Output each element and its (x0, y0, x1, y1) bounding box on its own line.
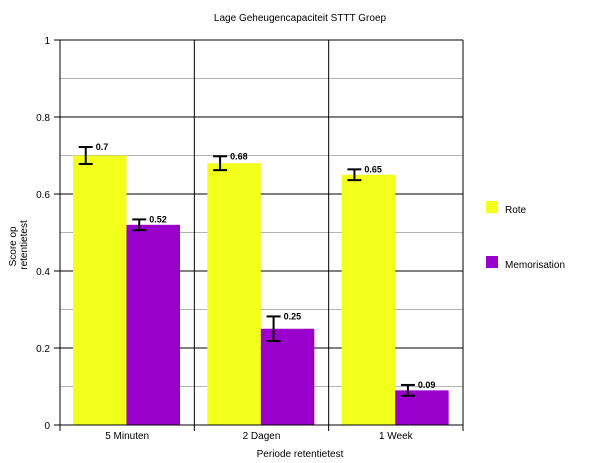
legend-swatch-rote (486, 201, 498, 213)
y-tick-label: 0.2 (36, 344, 50, 355)
y-tick-label: 1 (44, 36, 50, 47)
bar-rote-1 (207, 163, 261, 425)
bar-memorisation-1 (260, 328, 315, 425)
data-label-memorisation-1: 0.25 (284, 311, 302, 321)
legend-swatch-memorisation (486, 256, 498, 268)
error-bar-rote-0 (78, 146, 93, 165)
data-label-rote-2: 0.65 (364, 164, 382, 174)
data-label-memorisation-2: 0.09 (418, 380, 436, 390)
data-label-rote-0: 0.7 (96, 142, 109, 152)
y-tick-label: 0.8 (36, 113, 50, 124)
x-tick-label: 2 Dagen (243, 431, 281, 442)
y-axis-title: Score op retentietest (8, 220, 30, 270)
error-bar-memorisation-0 (132, 218, 147, 232)
data-label-rote-1: 0.68 (230, 151, 248, 161)
chart-title: Lage Geheugencapaciteit STTT Groep (214, 13, 387, 24)
bar-rote-0 (73, 155, 127, 425)
legend: Rote Memorisation (486, 201, 565, 271)
y-axis-title-line-2: retentietest (19, 220, 30, 270)
error-bar-rote-1 (213, 155, 228, 172)
error-bars (78, 146, 415, 397)
x-tick-label: 1 Week (379, 431, 414, 442)
error-bar-memorisation-1 (266, 315, 281, 343)
y-tick-label: 0.4 (36, 267, 50, 278)
y-axis-title-line-1: Score op (8, 226, 19, 266)
bar-rote-2 (341, 174, 396, 425)
y-tick-label: 0 (44, 421, 50, 432)
data-labels: 0.7 0.68 0.65 0.52 0.25 0.09 (96, 142, 436, 390)
x-axis-title: Periode retentietest (257, 449, 344, 460)
bar-memorisation-0 (126, 224, 180, 425)
error-bar-memorisation-2 (400, 383, 415, 397)
axes: 0 0.2 0.4 0.6 0.8 1 5 Minuten 2 Dagen 1 Week (36, 36, 464, 442)
error-bar-rote-2 (347, 168, 362, 182)
y-tick-label: 0.6 (36, 190, 50, 201)
data-label-memorisation-0: 0.52 (149, 214, 167, 224)
x-tick-label: 5 Minuten (105, 431, 149, 442)
legend-label-memorisation: Memorisation (505, 260, 565, 271)
legend-label-rote: Rote (505, 205, 527, 216)
bars (73, 155, 449, 425)
